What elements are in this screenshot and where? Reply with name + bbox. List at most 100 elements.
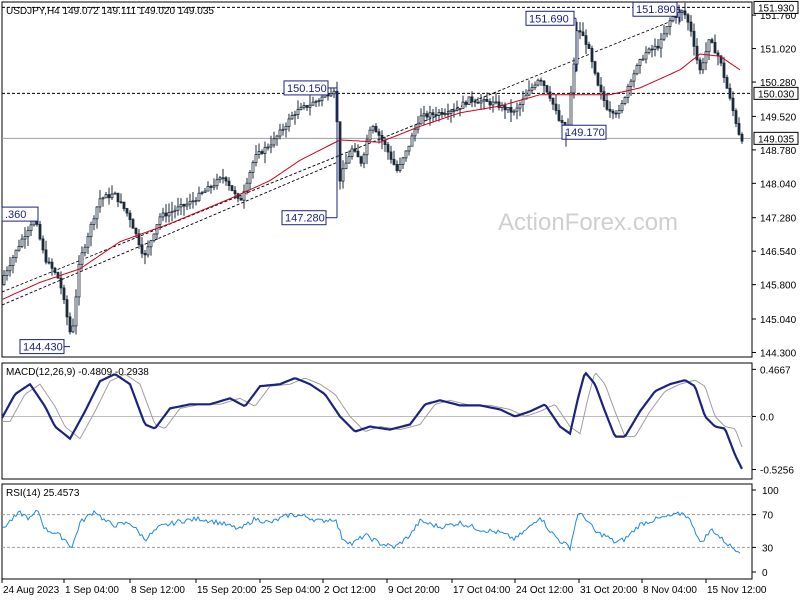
candle [242,184,246,209]
rsi-tick: 30 [752,543,774,554]
candle [590,45,594,69]
price-annotation: 150.150 [283,80,337,96]
svg-text:30: 30 [762,543,774,554]
candle [50,258,54,276]
svg-text:.360: .360 [5,209,26,221]
candle [194,196,198,206]
candle [101,196,105,207]
svg-text:-0.5256: -0.5256 [760,465,794,476]
candle [557,104,561,122]
candle [209,184,213,194]
candle [245,177,249,195]
price-tick: 146.540 [752,247,797,258]
svg-text:25 Sep 04:00: 25 Sep 04:00 [261,585,321,596]
svg-text:9 Oct 20:00: 9 Oct 20:00 [388,585,440,596]
candle [206,181,210,192]
trendlines [1,19,675,306]
candle [14,249,18,263]
candle [104,191,108,199]
candle [527,80,531,97]
svg-text:15 Nov 12:00: 15 Nov 12:00 [707,585,767,596]
candle [254,145,258,167]
candle [419,108,423,125]
candle [278,123,282,140]
time-tick: 2 Oct 12:00 [322,579,376,596]
candle [413,124,417,142]
candle [713,34,717,54]
candle [224,176,228,186]
time-tick: 9 Oct 20:00 [386,579,440,596]
candle [83,243,87,257]
svg-text:148.780: 148.780 [760,146,797,157]
candle [11,254,15,274]
macd-line [1,371,743,470]
candle [299,102,303,111]
candle [542,80,546,93]
candle [737,117,741,136]
candle [227,177,231,191]
candle [407,145,411,156]
candle [392,150,396,166]
candle [302,102,306,110]
candle [491,96,495,113]
upper-trendline [1,19,675,293]
candle [443,108,447,117]
time-tick: 15 Nov 12:00 [705,579,767,596]
candle [80,246,84,270]
svg-text:0.4667: 0.4667 [760,365,791,376]
candle [350,145,354,160]
candle [164,204,168,223]
candle [377,128,381,144]
candle [422,105,426,126]
candle [182,203,186,216]
candle [623,96,627,106]
candle [221,168,225,184]
svg-text:8 Sep 12:00: 8 Sep 12:00 [131,585,185,596]
candle [722,56,726,83]
candle [257,143,261,159]
candle [650,44,654,58]
candle [65,295,69,326]
candle [314,99,318,107]
candle [428,105,432,126]
candle [620,99,624,114]
candle [725,74,729,89]
candle [2,269,6,286]
candle [38,221,42,241]
svg-text:24 Oct 12:00: 24 Oct 12:00 [516,585,574,596]
candle [614,109,618,118]
candle [686,13,690,31]
candle [710,37,714,44]
candle [641,54,645,61]
price-annotation: 147.280 [281,210,337,226]
svg-text:8 Nov 04:00: 8 Nov 04:00 [643,585,697,596]
candle [479,93,483,110]
candle [389,145,393,164]
svg-text:150.150: 150.150 [287,83,327,95]
candle [239,194,243,201]
candle [173,205,177,219]
candle [599,77,603,100]
candle [161,207,165,222]
candle [98,190,102,213]
candle [398,157,402,173]
candle [17,239,21,252]
price-tick: 150.280 [752,78,797,89]
candle [53,266,57,275]
rsi-panel [1,483,753,580]
candle [122,201,126,212]
candle [734,108,738,128]
candle [284,122,288,138]
candle [365,134,369,165]
candle [698,57,702,75]
price-annotation: 151.890 [632,1,680,17]
candle [137,229,141,249]
rsi-tick: 100 [752,486,779,497]
watermark: ActionForex.com [498,209,678,236]
candle [167,203,171,223]
svg-text:0: 0 [762,568,768,579]
candle [467,96,471,105]
candle [107,187,111,205]
candle [125,207,129,217]
candle [461,95,465,109]
